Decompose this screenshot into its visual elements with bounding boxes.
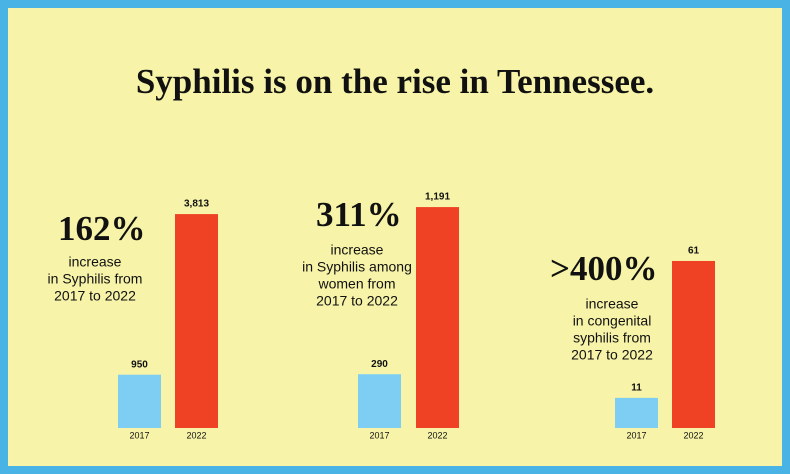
headline: 162% (58, 209, 146, 248)
caption-line: 2017 to 2022 (316, 293, 398, 309)
x-tick-label: 2022 (427, 430, 447, 440)
bar (615, 397, 658, 428)
x-tick-label: 2022 (186, 430, 206, 440)
value-label: 290 (371, 359, 388, 370)
caption-line: 2017 to 2022 (571, 347, 653, 363)
value-label: 61 (688, 246, 700, 257)
headline: >400% (550, 249, 657, 288)
headline: 311% (316, 195, 402, 234)
value-label: 11 (631, 383, 642, 394)
caption-line: syphilis from (573, 330, 651, 346)
bar (672, 260, 715, 428)
x-tick-label: 2017 (369, 430, 389, 440)
title: Syphilis is on the rise in Tennessee. (136, 62, 654, 101)
caption-line: increase (69, 254, 122, 270)
value-label: 1,191 (425, 192, 450, 203)
caption-line: increase (586, 296, 639, 312)
x-tick-label: 2017 (626, 430, 646, 440)
value-label: 950 (131, 359, 148, 370)
caption-line: women from (317, 276, 395, 292)
caption-line: in Syphilis from (48, 271, 143, 287)
bar (175, 214, 218, 428)
caption-line: in Syphilis among (302, 259, 412, 275)
caption-line: increase (331, 242, 384, 258)
caption-line: 2017 to 2022 (54, 288, 136, 304)
x-tick-label: 2022 (683, 430, 703, 440)
bar (358, 374, 401, 428)
caption-line: in congenital (573, 313, 652, 329)
x-tick-label: 2017 (129, 430, 149, 440)
bar (118, 374, 161, 428)
bar (416, 207, 459, 428)
value-label: 3,813 (184, 199, 209, 210)
